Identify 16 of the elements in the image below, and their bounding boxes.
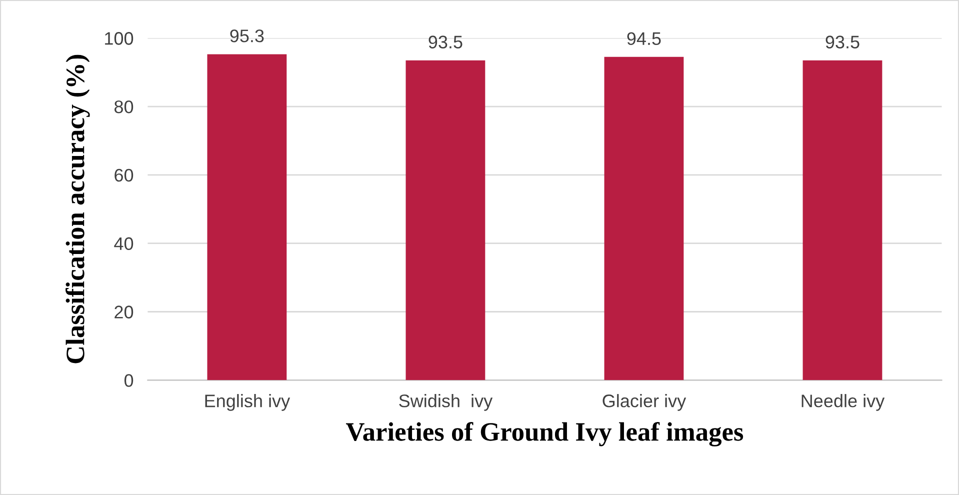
x-tick-label: Swidish ivy: [399, 394, 493, 411]
data-label: 95.3: [230, 30, 264, 42]
y-tick-label: 100: [105, 32, 134, 45]
data-label: 93.5: [428, 36, 462, 48]
data-label: 94.5: [627, 32, 661, 46]
x-tick-label: English ivy: [205, 394, 290, 411]
x-tick-label: Needle ivy: [802, 394, 885, 411]
x-axis-title: Varieties of Ground Ivy leaf images: [346, 422, 744, 446]
data-label: 93.5: [826, 36, 860, 48]
y-tick-label: 0: [124, 374, 134, 387]
y-tick-label: 80: [114, 100, 134, 114]
y-axis-title: Classification accuracy (%): [66, 54, 90, 364]
y-tick-label: 60: [114, 168, 134, 182]
x-tick-label: Glacier ivy: [602, 394, 686, 411]
y-tick-label: 20: [114, 306, 134, 318]
y-tick-label: 40: [114, 237, 134, 250]
